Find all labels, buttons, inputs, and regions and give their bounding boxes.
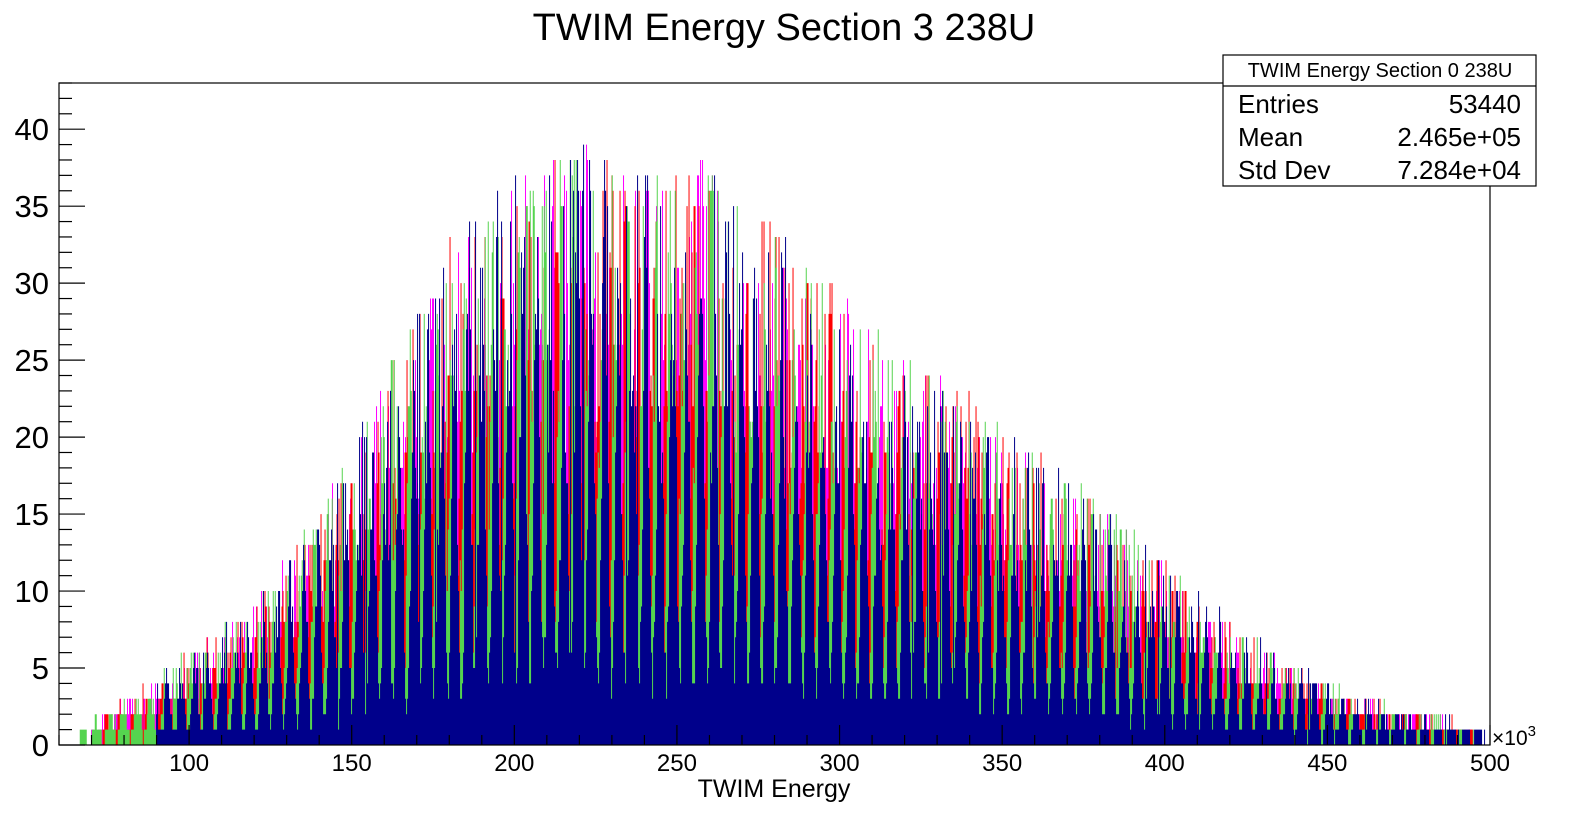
x-tick-label: 100 (169, 750, 209, 777)
y-tick-label: 35 (15, 189, 49, 224)
y-tick-label: 20 (15, 420, 49, 455)
chart-title: TWIM Energy Section 3 238U (533, 7, 1036, 49)
stats-mean-value: 2.465e+05 (1397, 122, 1521, 152)
x-multiplier-exponent: 3 (1528, 723, 1536, 740)
series-4-bins (156, 144, 1486, 745)
stats-stddev-value: 7.284e+04 (1397, 155, 1521, 185)
stats-mean-label: Mean (1238, 122, 1303, 152)
stats-box-title: TWIM Energy Section 0 238U (1248, 60, 1513, 82)
x-axis-label: TWIM Energy (698, 775, 851, 803)
y-tick-label: 15 (15, 497, 49, 532)
x-tick-label: 350 (982, 750, 1022, 777)
y-tick-label: 10 (15, 574, 49, 609)
x-multiplier: ×103 (1492, 723, 1536, 750)
x-tick-label: 150 (332, 750, 372, 777)
stats-stddev-label: Std Dev (1238, 155, 1331, 185)
stats-box: TWIM Energy Section 0 238U Entries 53440… (1222, 54, 1537, 187)
x-multiplier-base: ×10 (1492, 727, 1528, 750)
y-tick-label: 0 (32, 728, 49, 763)
x-tick-label: 400 (1145, 750, 1185, 777)
y-tick-label: 30 (15, 266, 49, 301)
y-tick-label: 40 (15, 112, 49, 147)
series-4 (156, 144, 1486, 745)
y-tick-label: 25 (15, 343, 49, 378)
x-tick-label: 250 (657, 750, 697, 777)
stats-entries-label: Entries (1238, 89, 1319, 119)
x-tick-label: 200 (494, 750, 534, 777)
y-axis: 0 5 10 15 20 25 30 35 40 (15, 82, 85, 763)
x-tick-label: 300 (820, 750, 860, 777)
y-tick-label: 5 (32, 651, 49, 686)
x-axis: 100 150 200 250 300 350 400 450 500 (58, 725, 1510, 777)
histogram-bars (79, 144, 1486, 745)
x-tick-label: 450 (1307, 750, 1347, 777)
svg-text:×103: ×103 (1492, 723, 1536, 750)
x-tick-label: 500 (1470, 750, 1510, 777)
stats-entries-value: 53440 (1449, 89, 1521, 119)
